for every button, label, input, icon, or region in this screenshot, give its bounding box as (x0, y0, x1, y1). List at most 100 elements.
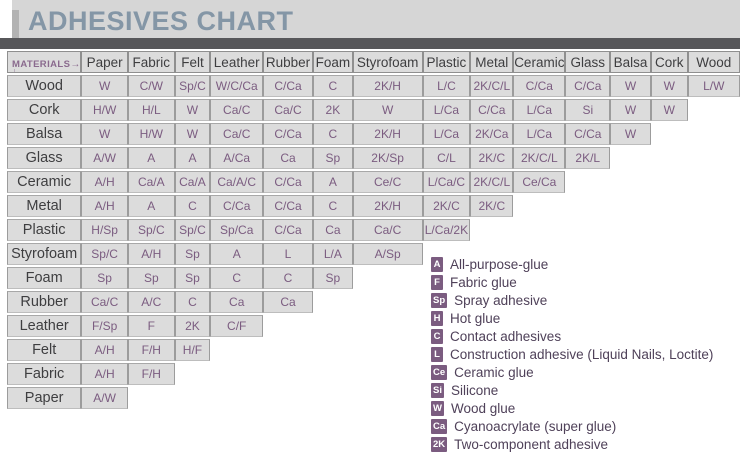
legend-item: C Contact adhesives (431, 329, 736, 344)
legend-item: W Wood glue (431, 401, 736, 416)
adhesive-cell: Sp (312, 147, 353, 169)
adhesive-cell: Sp (174, 243, 211, 265)
adhesive-cell: C/Ca (565, 123, 611, 145)
adhesive-cell: C (210, 267, 264, 289)
adhesive-cell: C/L (422, 147, 471, 169)
divider-bar (0, 38, 740, 49)
legend-code-badge: L (431, 347, 443, 362)
adhesive-cell: A/H (127, 243, 175, 265)
adhesive-cell: C (312, 75, 353, 97)
column-header-cork: Cork (650, 51, 688, 73)
column-header-wood: Wood (687, 51, 740, 73)
adhesive-cell: A/W (81, 387, 128, 409)
arrow-down-icon: ↓ (12, 66, 17, 73)
row-header-wood: Wood (7, 75, 82, 97)
adhesive-cell: Sp/C (174, 219, 211, 241)
adhesive-cell: 2K/C/L (470, 75, 514, 97)
adhesive-cell: A/Sp (352, 243, 423, 265)
adhesive-cell: W/C/Ca (210, 75, 264, 97)
page-title: ADHESIVES CHART (28, 6, 294, 36)
adhesive-cell: L/W (687, 75, 740, 97)
legend-item-label: Silicone (450, 383, 499, 398)
legend-item: Ce Ceramic glue (431, 365, 736, 380)
adhesive-cell: L/A (312, 243, 353, 265)
adhesive-cell: Sp/C (174, 75, 211, 97)
adhesive-cell: A/H (81, 363, 128, 385)
legend-item: H Hot glue (431, 311, 736, 326)
adhesive-cell: W (650, 75, 688, 97)
adhesive-cell: L/Ca (422, 123, 471, 145)
adhesive-cell: A (210, 243, 264, 265)
table-row: Foam Sp Sp Sp C C Sp (7, 267, 740, 289)
table-row: Metal A/H A C C/Ca C/Ca C 2K/H 2K/C 2K/C (7, 195, 740, 217)
row-header-rubber: Rubber (7, 291, 82, 313)
row-header-foam: Foam (7, 267, 82, 289)
adhesive-cell: H/Sp (81, 219, 128, 241)
materials-label: MATERIALS (12, 58, 71, 70)
legend-item: 2K Two-component adhesive (431, 437, 736, 452)
legend-item-label: Spray adhesive (454, 293, 548, 308)
adhesive-cell: L/C (422, 75, 471, 97)
adhesive-cell: Ca (312, 219, 353, 241)
table-row: Felt A/H F/H H/F (7, 339, 740, 361)
row-header-glass: Glass (7, 147, 82, 169)
adhesive-cell: W (352, 99, 423, 121)
row-header-balsa: Balsa (7, 123, 82, 145)
adhesive-cell: C/F (210, 315, 264, 337)
legend-item: Sp Spray adhesive (431, 293, 736, 308)
table-row: Wood W C/W Sp/C W/C/Ca C/Ca C 2K/H L/C 2K/C/L C/Ca… (7, 75, 740, 97)
legend-code-badge: F (431, 275, 443, 290)
adhesive-cell: Sp (127, 267, 175, 289)
table-row: Fabric A/H F/H (7, 363, 740, 385)
adhesive-cell: C/Ca (263, 195, 313, 217)
adhesive-cell: C/Ca (470, 99, 514, 121)
header-row: MATERIALS→ ↓ Paper Fabric Felt Leather Rubber F… (7, 51, 740, 73)
legend-item-label: Ceramic glue (454, 365, 534, 380)
adhesive-cell: A/H (81, 339, 128, 361)
legend-code-badge: H (431, 311, 443, 326)
adhesive-cell: 2K (174, 315, 211, 337)
adhesive-cell: F/Sp (81, 315, 128, 337)
arrow-right-icon: → (70, 58, 81, 70)
legend: A All-purpose-glue F Fabric glue Sp Spray adh… (431, 257, 736, 455)
column-header-fabric: Fabric (127, 51, 175, 73)
column-header-styrofoam: Styrofoam (352, 51, 423, 73)
table-row: Rubber Ca/C A/C C Ca Ca (7, 291, 740, 313)
legend-item: F Fabric glue (431, 275, 736, 290)
adhesive-cell: H/W (81, 99, 128, 121)
adhesive-cell: L/Ca (422, 99, 471, 121)
table-row: Cork H/W H/L W Ca/C Ca/C 2K W L/Ca C/Ca L/Ca Si W W (7, 99, 740, 121)
legend-item-label: Fabric glue (450, 275, 517, 290)
legend-code-badge: W (431, 401, 444, 416)
adhesive-cell: A/Ca (210, 147, 264, 169)
adhesive-cell: F (127, 315, 175, 337)
row-header-metal: Metal (7, 195, 82, 217)
adhesive-cell: 2K/C/L (513, 147, 566, 169)
adhesive-cell: H/F (174, 339, 211, 361)
column-header-foam: Foam (312, 51, 353, 73)
legend-code-badge: A (431, 257, 443, 272)
legend-item-label: Contact adhesives (450, 329, 562, 344)
adhesive-cell: 2K/H (352, 75, 423, 97)
adhesive-cell: Ca/A (127, 171, 175, 193)
legend-code-badge: Ca (431, 419, 448, 434)
adhesive-cell: 2K/H (352, 195, 423, 217)
adhesive-cell: A/H (81, 171, 128, 193)
adhesive-cell: C/Ca (263, 75, 313, 97)
adhesive-cell: Ce/C (352, 171, 423, 193)
adhesive-cell: W (650, 99, 688, 121)
adhesive-cell: F/H (127, 339, 175, 361)
adhesive-cell: L (263, 243, 313, 265)
adhesive-cell: A/H (81, 195, 128, 217)
adhesive-cell: Ca/C (210, 99, 264, 121)
adhesive-cell: Sp (312, 267, 353, 289)
row-header-cork: Cork (7, 99, 82, 121)
adhesive-cell: 2K/Ca (470, 123, 514, 145)
adhesive-cell: A (312, 171, 353, 193)
adhesive-cell: C/Ca (263, 171, 313, 193)
adhesive-cell: C/Ca (263, 219, 313, 241)
adhesive-cell: L/Ca (513, 123, 566, 145)
legend-item-label: Two-component adhesive (454, 437, 608, 452)
adhesive-cell: L/Ca/C (422, 171, 471, 193)
